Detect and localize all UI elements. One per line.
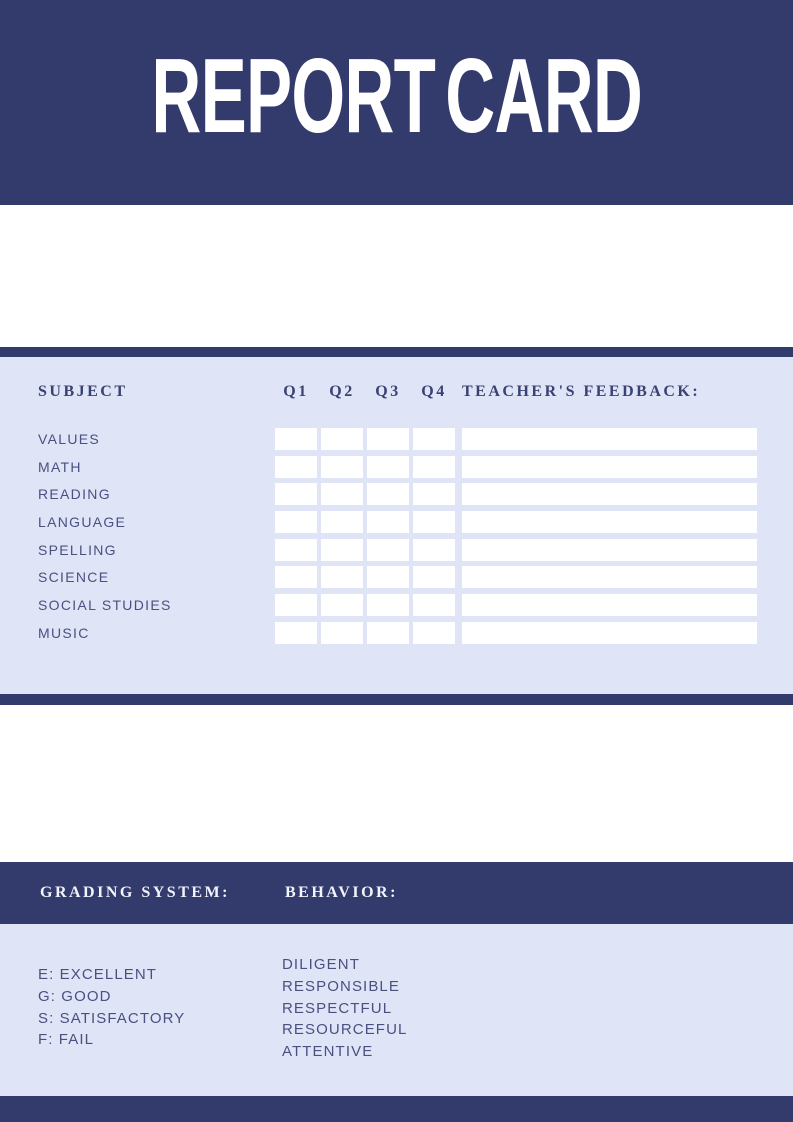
q4-grade-cell[interactable]: [413, 566, 455, 589]
q4-grade-cell[interactable]: [413, 538, 455, 561]
grades-table-section: SUBJECT Q1 Q2 Q3 Q4 TEACHER'S FEEDBACK: …: [0, 357, 793, 694]
q1-grade-cell[interactable]: [275, 483, 317, 506]
grading-legend-item: S: SATISFACTORY: [38, 1009, 186, 1027]
feedback-cell[interactable]: [462, 594, 757, 617]
q1-grade-cell[interactable]: [275, 428, 317, 450]
q3-grade-cell[interactable]: [367, 566, 409, 589]
q3-grade-cell[interactable]: [367, 594, 409, 617]
q2-grade-cell[interactable]: [321, 511, 363, 534]
table-row: SPELLING: [0, 538, 793, 561]
subject-label: READING: [38, 486, 111, 503]
table-row: VALUES: [0, 428, 793, 450]
grades-table-header: SUBJECT Q1 Q2 Q3 Q4 TEACHER'S FEEDBACK:: [0, 383, 793, 403]
feedback-cell[interactable]: [462, 428, 757, 450]
q1-grade-cell[interactable]: [275, 594, 317, 617]
q1-grade-cell[interactable]: [275, 538, 317, 561]
subject-label: SOCIAL STUDIES: [38, 597, 172, 614]
table-row: MATH: [0, 455, 793, 478]
grading-legend-list: E: EXCELLENT G: GOOD S: SATISFACTORY F: …: [38, 964, 185, 1051]
student-info-section: NAME OF STUDENT: GRADE:: [0, 205, 793, 512]
feedback-cell[interactable]: [462, 538, 757, 561]
feedback-cell[interactable]: [462, 483, 757, 506]
q1-grade-cell[interactable]: [275, 566, 317, 589]
q4-grade-cell[interactable]: [413, 594, 455, 617]
grading-system-band: GRADING SYSTEM: BEHAVIOR:: [0, 862, 793, 924]
q4-grade-cell[interactable]: [413, 621, 455, 644]
quarter-column-header: Q1: [283, 383, 309, 400]
grading-legend-item: E: EXCELLENT: [38, 966, 158, 983]
grading-system-header: GRADING SYSTEM:: [40, 884, 230, 901]
q4-grade-cell[interactable]: [413, 428, 455, 450]
feedback-column-header: TEACHER'S FEEDBACK:: [462, 383, 701, 400]
quarter-column-header: Q4: [421, 383, 447, 400]
q2-grade-cell[interactable]: [321, 428, 363, 450]
q3-grade-cell[interactable]: [367, 428, 409, 450]
table-row: SOCIAL STUDIES: [0, 594, 793, 617]
q3-grade-cell[interactable]: [367, 621, 409, 644]
feedback-cell[interactable]: [462, 455, 757, 478]
divider-middle: [0, 694, 793, 705]
divider-top: [0, 347, 793, 357]
legend-section: E: EXCELLENT G: GOOD S: SATISFACTORY F: …: [0, 924, 793, 1096]
table-row: LANGUAGE: [0, 511, 793, 534]
grading-legend-item: G: GOOD: [38, 987, 112, 1005]
quarter-column-header: Q2: [329, 383, 355, 400]
subject-label: VALUES: [38, 431, 101, 447]
table-row: SCIENCE: [0, 566, 793, 589]
subject-label: LANGUAGE: [38, 514, 127, 531]
q2-grade-cell[interactable]: [321, 483, 363, 506]
grading-legend-item: F: FAIL: [38, 1031, 95, 1049]
page-footer: [0, 1096, 793, 1122]
q4-grade-cell[interactable]: [413, 511, 455, 534]
q1-grade-cell[interactable]: [275, 511, 317, 534]
behavior-legend-item: ATTENTIVE: [282, 1043, 374, 1061]
q3-grade-cell[interactable]: [367, 511, 409, 534]
q2-grade-cell[interactable]: [321, 455, 363, 478]
behavior-legend-item: RESOURCEFUL: [282, 1021, 408, 1039]
q3-grade-cell[interactable]: [367, 483, 409, 506]
q4-grade-cell[interactable]: [413, 455, 455, 478]
table-row: MUSIC: [0, 621, 793, 644]
behavior-legend-item: RESPONSIBLE: [282, 977, 400, 995]
q4-grade-cell[interactable]: [413, 483, 455, 506]
grades-rows: VALUES MATH READING: [0, 428, 793, 650]
q3-grade-cell[interactable]: [367, 538, 409, 561]
q2-grade-cell[interactable]: [321, 594, 363, 617]
quarter-column-header: Q3: [375, 383, 401, 400]
page-title: REPORT CARD: [151, 37, 642, 155]
behavior-header: BEHAVIOR:: [285, 884, 398, 901]
subject-label: MATH: [38, 458, 82, 475]
behavior-legend-list: DILIGENT RESPONSIBLE RESPECTFUL RESOURCE…: [282, 954, 407, 1063]
behavior-legend-item: RESPECTFUL: [282, 999, 393, 1017]
q1-grade-cell[interactable]: [275, 621, 317, 644]
feedback-cell[interactable]: [462, 511, 757, 534]
subject-column-header: SUBJECT: [38, 383, 128, 400]
behavior-legend-item: DILIGENT: [282, 956, 360, 973]
subject-label: SPELLING: [38, 541, 117, 558]
feedback-cell[interactable]: [462, 621, 757, 644]
comments-section: TEACHER'S COMMENTS: EXCELS IN: CAN IMPRO…: [0, 705, 793, 862]
subject-label: MUSIC: [38, 624, 90, 641]
feedback-cell[interactable]: [462, 566, 757, 589]
table-row: READING: [0, 483, 793, 506]
q3-grade-cell[interactable]: [367, 455, 409, 478]
q1-grade-cell[interactable]: [275, 455, 317, 478]
page-header: REPORT CARD: [0, 0, 793, 205]
q2-grade-cell[interactable]: [321, 538, 363, 561]
q2-grade-cell[interactable]: [321, 566, 363, 589]
subject-label: SCIENCE: [38, 569, 110, 586]
q2-grade-cell[interactable]: [321, 621, 363, 644]
